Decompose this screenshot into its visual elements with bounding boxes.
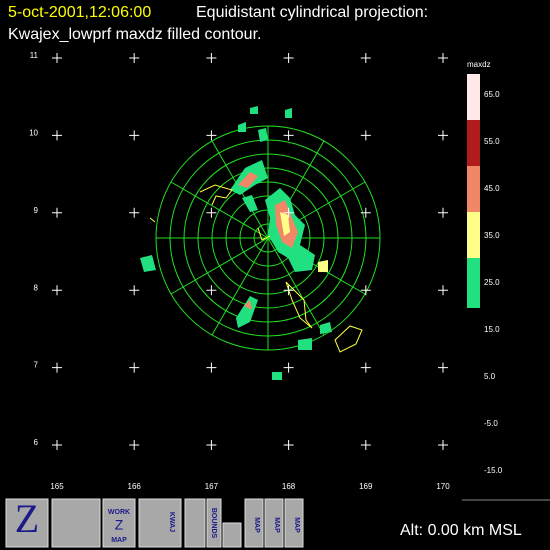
colorbar-label: 5.0 (484, 372, 496, 381)
grid-cross (129, 207, 140, 218)
grid-cross (360, 440, 371, 450)
grid-cross (360, 362, 371, 373)
grid-cross (283, 207, 294, 218)
map-button-3[interactable] (284, 498, 304, 548)
map-label-2: MAP (273, 517, 280, 533)
grid-cross (283, 285, 294, 296)
site-button[interactable] (138, 498, 182, 548)
grid-cross (360, 207, 371, 218)
zoom-button[interactable] (5, 498, 49, 548)
map-button-1[interactable] (244, 498, 264, 548)
lon-label: 166 (128, 482, 142, 491)
grid-cross (438, 285, 448, 296)
grid-cross (52, 440, 62, 450)
grid-cross (129, 53, 140, 63)
colorbar-segment (467, 258, 480, 308)
subtitle: Kwajex_lowprf maxdz filled contour. (8, 26, 261, 43)
colorbar-segment (467, 212, 480, 258)
colorbar-label: 55.0 (484, 137, 500, 146)
work-z: Z (115, 517, 124, 533)
lat-label: 11 (30, 51, 39, 60)
grid-cross (129, 362, 140, 373)
grid-cross (206, 362, 217, 373)
site-label: KWAJ (168, 512, 175, 532)
colorbar-label: 35.0 (484, 231, 500, 240)
grid-button[interactable] (222, 522, 242, 548)
altitude: Alt: 0.00 km MSL (400, 522, 522, 539)
radar-button[interactable] (51, 498, 101, 548)
toolbar: Z WORK Z MAP KWAJ BOUNDS MAP MAP MAP (5, 496, 304, 548)
grid-cross (206, 207, 217, 218)
grid-cross (283, 440, 294, 450)
grid-cross (283, 130, 294, 141)
echoes (140, 106, 332, 380)
colorbar-label: 25.0 (484, 278, 500, 287)
spoke (170, 237, 269, 295)
coastline (149, 184, 363, 353)
lon-label: 169 (359, 482, 373, 491)
grid-cross (438, 53, 448, 63)
grid-cross (52, 130, 62, 141)
colorbar-segment (467, 74, 480, 120)
grid-cross (129, 440, 140, 450)
grid-cross (206, 440, 217, 450)
grid-cross (129, 285, 140, 296)
grid-cross (283, 53, 294, 63)
lat-lon-grid: 11 10 9 8 7 6 165 166 167 168 169 170 (29, 51, 450, 491)
grid-cross (52, 53, 62, 63)
work-map-button[interactable] (102, 498, 136, 548)
lon-label: 170 (436, 482, 450, 491)
projection: Equidistant cylindrical projection: (196, 4, 428, 21)
grid-cross (52, 285, 62, 296)
map-label-1: MAP (253, 517, 260, 533)
map-label-3: MAP (293, 517, 300, 533)
grid-cross (438, 362, 448, 373)
colorbar-title: maxdz (467, 60, 491, 69)
spoke (170, 181, 269, 239)
lat-label: 8 (34, 283, 39, 292)
zoom-label: Z (15, 496, 39, 541)
colorbar-label: -5.0 (484, 419, 498, 428)
grid-cross (360, 285, 371, 296)
spoke (267, 237, 325, 336)
lat-label: 10 (29, 129, 38, 138)
colorbar-segment (467, 120, 480, 166)
bounds-label: BOUNDS (210, 508, 217, 539)
grid-cross (129, 130, 140, 141)
bounds-button[interactable] (206, 498, 222, 548)
lon-label: 167 (205, 482, 219, 491)
grid-cross (206, 53, 217, 63)
colorbar-label: 65.0 (484, 90, 500, 99)
lon-label: 165 (50, 482, 64, 491)
range-rings (155, 125, 381, 351)
grid-cross (52, 362, 62, 373)
grid-cross (206, 285, 217, 296)
grid-cross (360, 53, 371, 63)
grid-cross (438, 130, 448, 141)
colorbar-label: 45.0 (484, 184, 500, 193)
lat-label: 7 (34, 361, 39, 370)
lat-label: 9 (34, 206, 39, 215)
colorbar-label: -15.0 (484, 466, 503, 475)
work-map: MAP (111, 537, 127, 544)
colorbar-segment (467, 166, 480, 212)
grid-cross (360, 130, 371, 141)
timestamp: 5-oct-2001,12:06:00 (8, 4, 151, 21)
grid-cross (52, 207, 62, 218)
grid-cross (283, 362, 294, 373)
colorbar-label: 15.0 (484, 325, 500, 334)
work-label: WORK (108, 509, 130, 516)
grid-cross (438, 207, 448, 218)
map-button-2[interactable] (264, 498, 284, 548)
colorbar: 65.0 55.0 45.0 35.0 25.0 15.0 5.0 -5.0 -15.0 (467, 74, 503, 475)
globe-button[interactable] (184, 498, 206, 548)
lon-label: 168 (282, 482, 296, 491)
spoke (211, 237, 269, 336)
grid-cross (438, 440, 448, 450)
lat-label: 6 (34, 438, 39, 447)
grid-cross (206, 130, 217, 141)
